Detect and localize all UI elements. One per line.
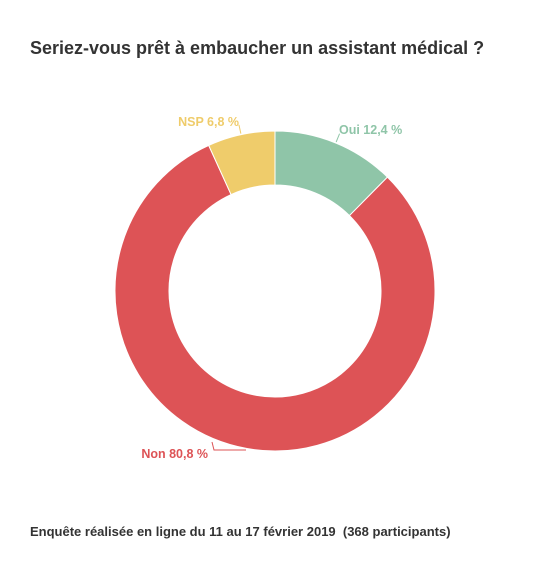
slice-nsp (208, 130, 276, 196)
label-leaders (211, 124, 341, 451)
label-nsp: NSP 6,8 % (178, 115, 239, 129)
leader-nsp (238, 124, 242, 134)
leader-non (211, 441, 246, 451)
donut-slices (114, 130, 436, 452)
slice-non (114, 144, 436, 452)
chart-title: Seriez-vous prêt à embaucher un assistan… (30, 38, 485, 58)
leader-oui (335, 133, 341, 143)
chart-footnote: Enquête réalisée en ligne du 11 au 17 fé… (30, 524, 451, 539)
label-oui: Oui 12,4 % (339, 123, 402, 137)
slice-labels: Oui 12,4 % Non 80,8 % NSP 6,8 % (141, 115, 402, 461)
label-non: Non 80,8 % (141, 447, 208, 461)
